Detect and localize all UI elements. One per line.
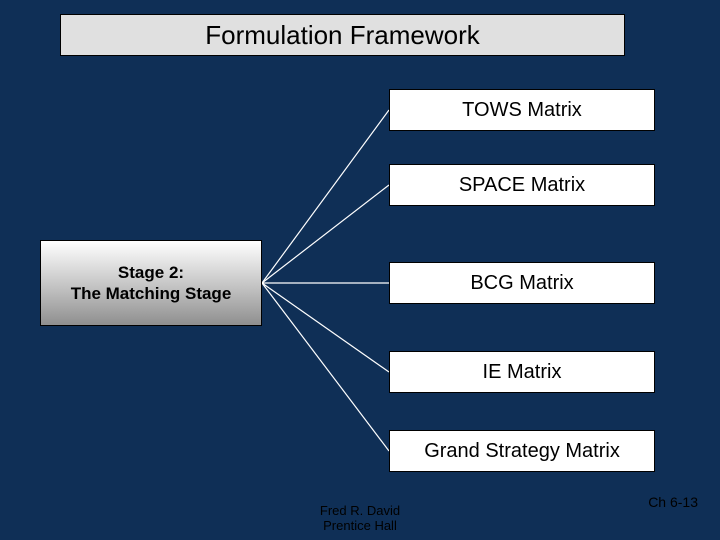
matrix-box: BCG Matrix [389,262,655,304]
matrix-label: BCG Matrix [470,272,573,295]
footer-author-line2: Prentice Hall [0,518,720,534]
stage-box: Stage 2: The Matching Stage [40,240,262,326]
footer-author: Fred R. David Prentice Hall [0,503,720,534]
page-reference: Ch 6-13 [648,494,698,510]
stage-line1: Stage 2: [118,262,184,283]
matrix-box: TOWS Matrix [389,89,655,131]
matrix-label: SPACE Matrix [459,174,585,197]
matrix-label: Grand Strategy Matrix [424,440,620,463]
matrix-box: SPACE Matrix [389,164,655,206]
matrix-box: Grand Strategy Matrix [389,430,655,472]
matrix-box: IE Matrix [389,351,655,393]
slide-title: Formulation Framework [60,14,625,56]
slide-title-text: Formulation Framework [205,20,480,51]
stage-line2: The Matching Stage [71,283,232,304]
footer-author-line1: Fred R. David [0,503,720,519]
matrix-label: IE Matrix [483,361,562,384]
matrix-label: TOWS Matrix [462,99,582,122]
page-reference-text: Ch 6-13 [648,494,698,510]
